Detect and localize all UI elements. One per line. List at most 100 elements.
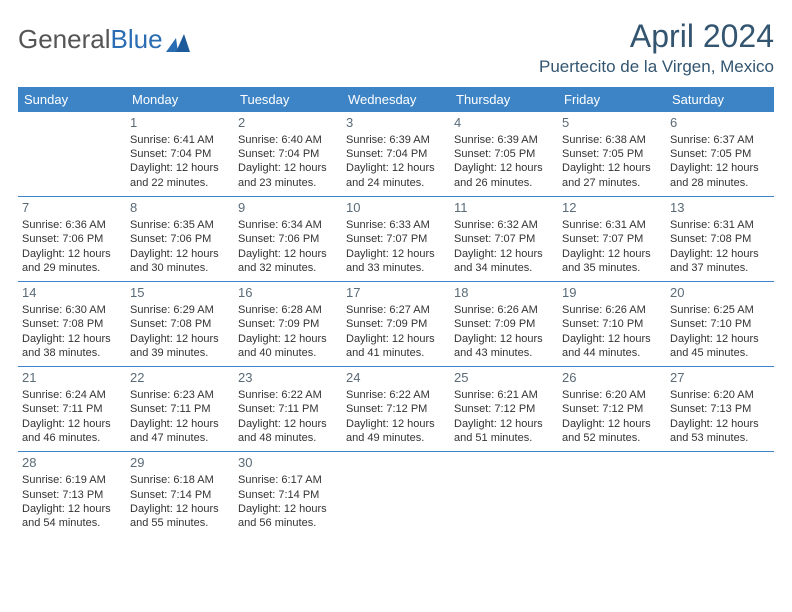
day-number: 2: [238, 115, 338, 132]
day-number: 21: [22, 370, 122, 387]
day-number: 7: [22, 200, 122, 217]
day-header-friday: Friday: [558, 87, 666, 112]
week-row: 21Sunrise: 6:24 AMSunset: 7:11 PMDayligh…: [18, 367, 774, 452]
day-info-line: Sunset: 7:08 PM: [670, 232, 770, 246]
day-number: 22: [130, 370, 230, 387]
day-info-line: Daylight: 12 hours and 53 minutes.: [670, 417, 770, 446]
day-header-sunday: Sunday: [18, 87, 126, 112]
day-info-line: Sunrise: 6:26 AM: [562, 303, 662, 317]
week-row: 28Sunrise: 6:19 AMSunset: 7:13 PMDayligh…: [18, 452, 774, 536]
day-info-line: Sunset: 7:04 PM: [130, 147, 230, 161]
day-info-line: Daylight: 12 hours and 56 minutes.: [238, 502, 338, 531]
day-number: 8: [130, 200, 230, 217]
day-number: 15: [130, 285, 230, 302]
calendar-cell: 10Sunrise: 6:33 AMSunset: 7:07 PMDayligh…: [342, 197, 450, 281]
calendar-cell: 24Sunrise: 6:22 AMSunset: 7:12 PMDayligh…: [342, 367, 450, 451]
week-row: 7Sunrise: 6:36 AMSunset: 7:06 PMDaylight…: [18, 197, 774, 282]
calendar-cell: 30Sunrise: 6:17 AMSunset: 7:14 PMDayligh…: [234, 452, 342, 536]
day-info-line: Sunrise: 6:39 AM: [454, 133, 554, 147]
day-info-line: Daylight: 12 hours and 33 minutes.: [346, 247, 446, 276]
day-info-line: Sunset: 7:06 PM: [22, 232, 122, 246]
day-info-line: Sunrise: 6:22 AM: [346, 388, 446, 402]
day-info-line: Sunrise: 6:19 AM: [22, 473, 122, 487]
day-number: 20: [670, 285, 770, 302]
calendar-cell: 2Sunrise: 6:40 AMSunset: 7:04 PMDaylight…: [234, 112, 342, 196]
day-info-line: Sunset: 7:05 PM: [562, 147, 662, 161]
day-info-line: Daylight: 12 hours and 44 minutes.: [562, 332, 662, 361]
day-info-line: Sunrise: 6:24 AM: [22, 388, 122, 402]
day-info-line: Daylight: 12 hours and 37 minutes.: [670, 247, 770, 276]
day-info-line: Sunset: 7:14 PM: [238, 488, 338, 502]
calendar-cell: 27Sunrise: 6:20 AMSunset: 7:13 PMDayligh…: [666, 367, 774, 451]
day-info-line: Sunrise: 6:40 AM: [238, 133, 338, 147]
calendar-cell: 13Sunrise: 6:31 AMSunset: 7:08 PMDayligh…: [666, 197, 774, 281]
weeks-container: 1Sunrise: 6:41 AMSunset: 7:04 PMDaylight…: [18, 112, 774, 536]
calendar-cell: 23Sunrise: 6:22 AMSunset: 7:11 PMDayligh…: [234, 367, 342, 451]
day-number: 28: [22, 455, 122, 472]
calendar-cell: 20Sunrise: 6:25 AMSunset: 7:10 PMDayligh…: [666, 282, 774, 366]
calendar-cell: 26Sunrise: 6:20 AMSunset: 7:12 PMDayligh…: [558, 367, 666, 451]
calendar-cell: 18Sunrise: 6:26 AMSunset: 7:09 PMDayligh…: [450, 282, 558, 366]
day-info-line: Sunset: 7:08 PM: [130, 317, 230, 331]
day-info-line: Daylight: 12 hours and 22 minutes.: [130, 161, 230, 190]
day-info-line: Sunset: 7:07 PM: [454, 232, 554, 246]
day-number: 17: [346, 285, 446, 302]
day-info-line: Sunset: 7:09 PM: [346, 317, 446, 331]
calendar-cell: 8Sunrise: 6:35 AMSunset: 7:06 PMDaylight…: [126, 197, 234, 281]
calendar-cell: 14Sunrise: 6:30 AMSunset: 7:08 PMDayligh…: [18, 282, 126, 366]
day-number: 19: [562, 285, 662, 302]
day-number: 10: [346, 200, 446, 217]
day-info-line: Sunrise: 6:38 AM: [562, 133, 662, 147]
day-info-line: Daylight: 12 hours and 34 minutes.: [454, 247, 554, 276]
day-info-line: Sunset: 7:04 PM: [238, 147, 338, 161]
day-info-line: Sunset: 7:07 PM: [346, 232, 446, 246]
day-info-line: Daylight: 12 hours and 40 minutes.: [238, 332, 338, 361]
calendar: Sunday Monday Tuesday Wednesday Thursday…: [18, 87, 774, 536]
day-info-line: Sunset: 7:06 PM: [238, 232, 338, 246]
day-info-line: Daylight: 12 hours and 48 minutes.: [238, 417, 338, 446]
day-header-row: Sunday Monday Tuesday Wednesday Thursday…: [18, 87, 774, 112]
day-info-line: Daylight: 12 hours and 43 minutes.: [454, 332, 554, 361]
calendar-cell: 11Sunrise: 6:32 AMSunset: 7:07 PMDayligh…: [450, 197, 558, 281]
calendar-cell: 15Sunrise: 6:29 AMSunset: 7:08 PMDayligh…: [126, 282, 234, 366]
day-info-line: Sunset: 7:11 PM: [130, 402, 230, 416]
title-block: April 2024 Puertecito de la Virgen, Mexi…: [539, 18, 774, 77]
calendar-cell: 22Sunrise: 6:23 AMSunset: 7:11 PMDayligh…: [126, 367, 234, 451]
day-info-line: Sunset: 7:07 PM: [562, 232, 662, 246]
day-info-line: Daylight: 12 hours and 38 minutes.: [22, 332, 122, 361]
day-number: 11: [454, 200, 554, 217]
day-header-tuesday: Tuesday: [234, 87, 342, 112]
day-header-monday: Monday: [126, 87, 234, 112]
day-number: 1: [130, 115, 230, 132]
day-number: 26: [562, 370, 662, 387]
day-info-line: Daylight: 12 hours and 28 minutes.: [670, 161, 770, 190]
calendar-cell: 21Sunrise: 6:24 AMSunset: 7:11 PMDayligh…: [18, 367, 126, 451]
day-info-line: Sunset: 7:13 PM: [22, 488, 122, 502]
day-info-line: Daylight: 12 hours and 29 minutes.: [22, 247, 122, 276]
calendar-cell: 7Sunrise: 6:36 AMSunset: 7:06 PMDaylight…: [18, 197, 126, 281]
day-info-line: Sunrise: 6:23 AM: [130, 388, 230, 402]
calendar-cell: [342, 452, 450, 536]
day-info-line: Sunrise: 6:22 AM: [238, 388, 338, 402]
day-info-line: Daylight: 12 hours and 35 minutes.: [562, 247, 662, 276]
day-info-line: Sunset: 7:11 PM: [238, 402, 338, 416]
day-info-line: Sunset: 7:09 PM: [238, 317, 338, 331]
calendar-cell: 16Sunrise: 6:28 AMSunset: 7:09 PMDayligh…: [234, 282, 342, 366]
day-info-line: Daylight: 12 hours and 54 minutes.: [22, 502, 122, 531]
day-info-line: Daylight: 12 hours and 45 minutes.: [670, 332, 770, 361]
calendar-cell: 17Sunrise: 6:27 AMSunset: 7:09 PMDayligh…: [342, 282, 450, 366]
day-info-line: Sunrise: 6:20 AM: [562, 388, 662, 402]
day-info-line: Sunrise: 6:33 AM: [346, 218, 446, 232]
calendar-cell: 12Sunrise: 6:31 AMSunset: 7:07 PMDayligh…: [558, 197, 666, 281]
day-info-line: Daylight: 12 hours and 30 minutes.: [130, 247, 230, 276]
day-number: 16: [238, 285, 338, 302]
day-number: 6: [670, 115, 770, 132]
calendar-cell: 3Sunrise: 6:39 AMSunset: 7:04 PMDaylight…: [342, 112, 450, 196]
day-number: 29: [130, 455, 230, 472]
day-info-line: Daylight: 12 hours and 26 minutes.: [454, 161, 554, 190]
day-info-line: Sunset: 7:14 PM: [130, 488, 230, 502]
day-info-line: Sunrise: 6:34 AM: [238, 218, 338, 232]
calendar-cell: 29Sunrise: 6:18 AMSunset: 7:14 PMDayligh…: [126, 452, 234, 536]
calendar-cell: 25Sunrise: 6:21 AMSunset: 7:12 PMDayligh…: [450, 367, 558, 451]
day-info-line: Sunrise: 6:25 AM: [670, 303, 770, 317]
